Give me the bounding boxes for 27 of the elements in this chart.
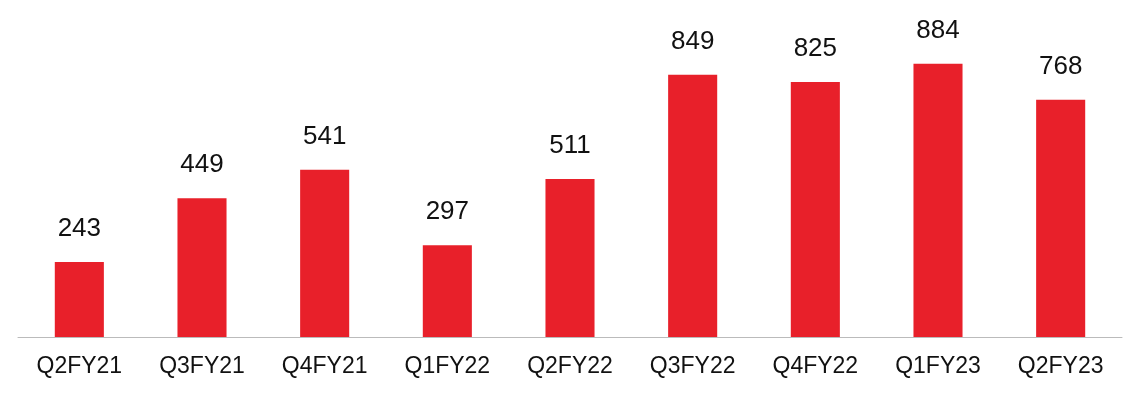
bar [422, 245, 472, 337]
x-tick-label: Q3FY22 [649, 351, 736, 378]
data-label: 884 [916, 13, 960, 44]
data-label: 511 [549, 129, 591, 160]
data-label: 825 [793, 32, 838, 63]
x-tick-label: Q1FY23 [895, 351, 981, 378]
bar [790, 82, 840, 337]
data-label: 768 [1038, 49, 1083, 80]
x-tick-label: Q4FY21 [281, 351, 368, 378]
x-tick-label: Q2FY22 [527, 351, 613, 378]
data-label: 449 [180, 148, 224, 179]
bar [54, 261, 104, 337]
x-tick-label: Q1FY22 [404, 351, 491, 378]
bar [177, 198, 227, 337]
x-tick-label: Q4FY22 [772, 351, 859, 378]
x-tick-label: Q2FY23 [1017, 351, 1104, 378]
bar [545, 179, 595, 337]
data-label: 541 [302, 119, 347, 150]
bar [300, 169, 350, 337]
x-tick-label: Q2FY21 [36, 351, 123, 378]
bar [668, 74, 718, 337]
bar [913, 63, 963, 337]
data-label: 243 [57, 211, 102, 242]
data-label: 849 [670, 24, 715, 55]
bar [1036, 99, 1086, 337]
data-label: 297 [425, 195, 470, 226]
x-tick-label: Q3FY21 [159, 351, 245, 378]
